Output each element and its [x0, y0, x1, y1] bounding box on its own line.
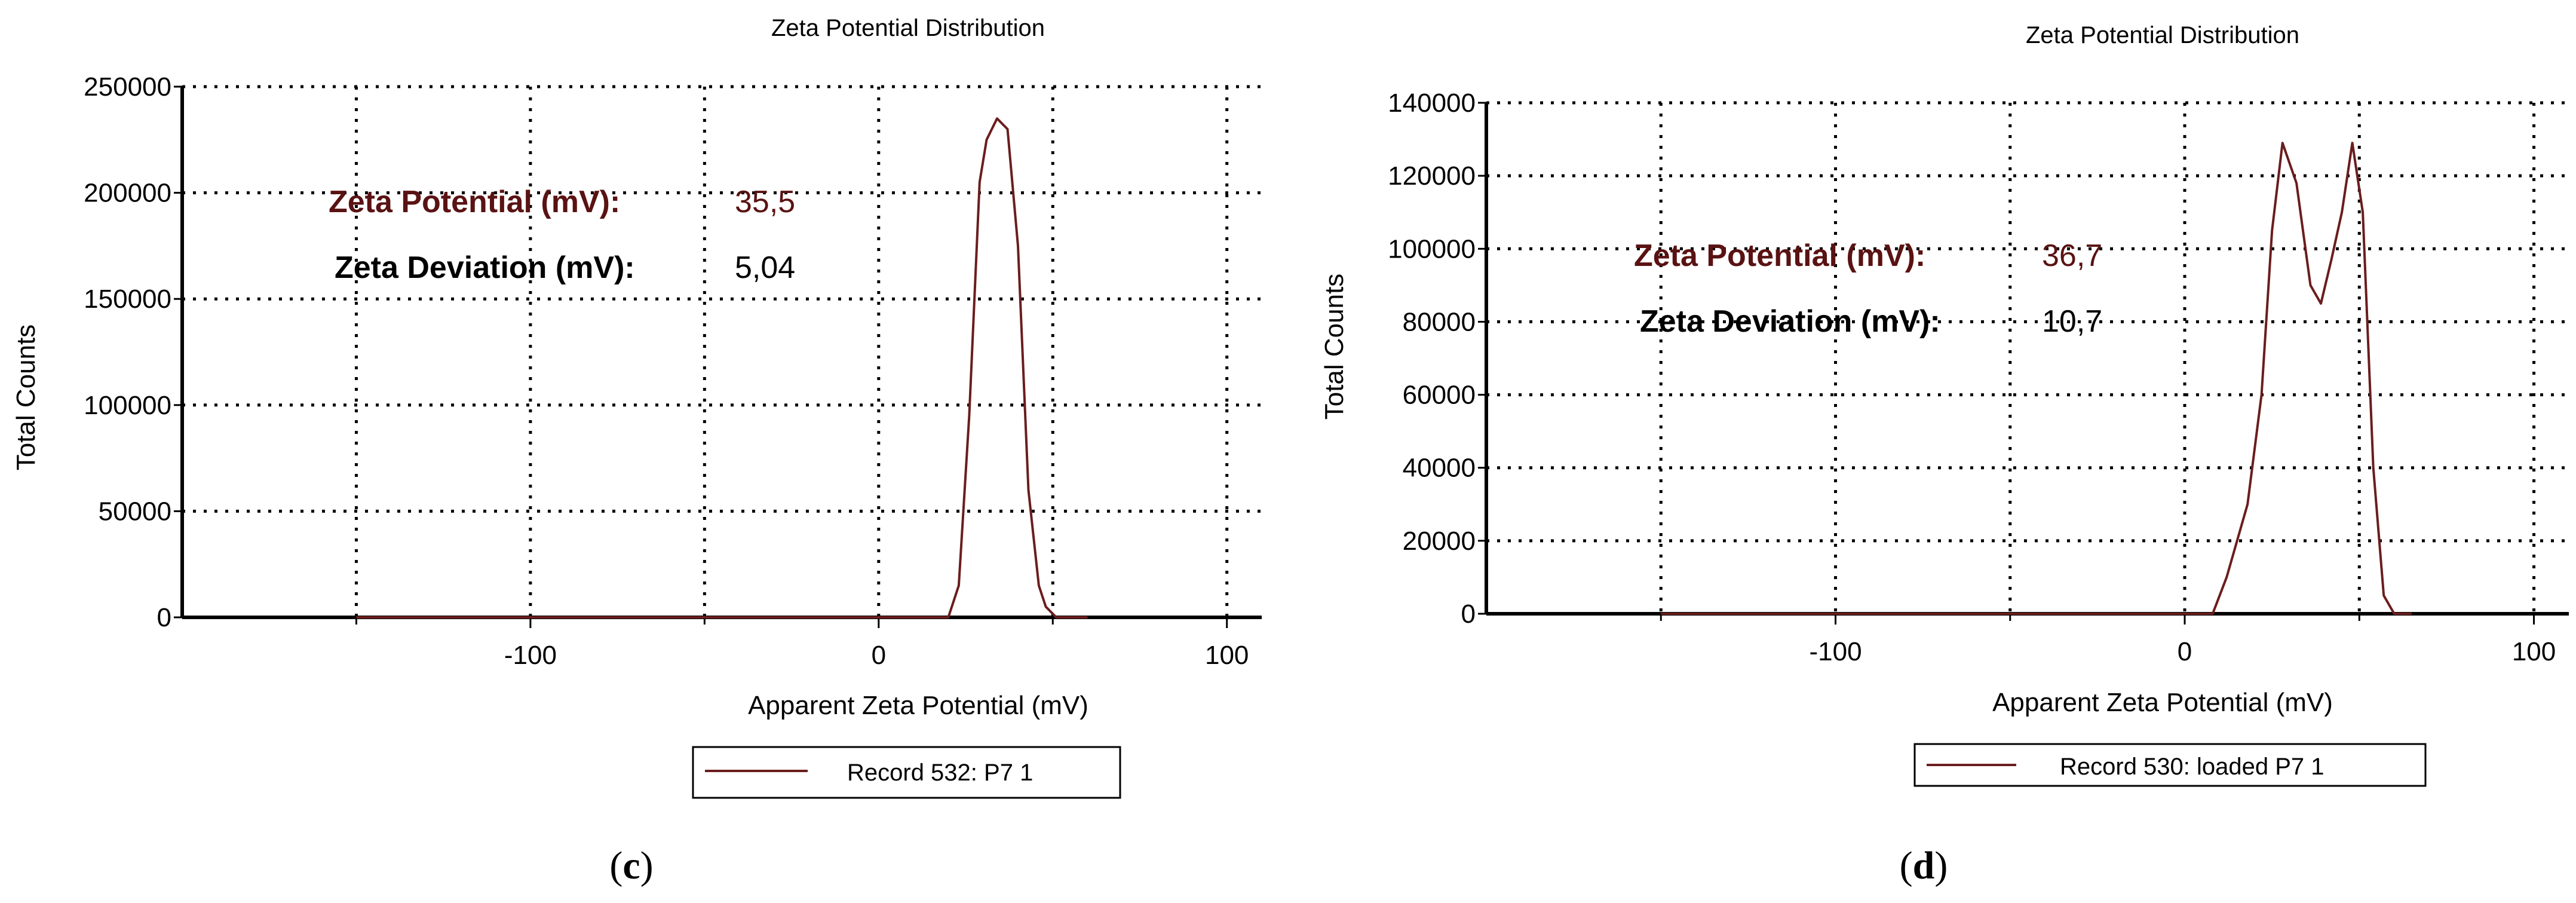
legend: Record 530: loaded P7 1	[1913, 743, 2427, 787]
y-tick-labels: 0 50000 100000 150000 200000 250000	[84, 72, 171, 632]
y-tick-label: 60000	[1403, 381, 1476, 410]
chart-title: Zeta Potential Distribution	[771, 15, 1045, 41]
caption-letter: c	[622, 844, 640, 887]
legend-box	[1913, 743, 2427, 787]
x-tick-label: 0	[872, 641, 886, 670]
caption-open-paren: (	[609, 844, 622, 887]
legend-box	[692, 746, 1121, 799]
y-axis-label: Total Counts	[11, 325, 41, 471]
y-tick-label: 20000	[1403, 527, 1476, 556]
caption-close-paren: )	[640, 844, 654, 887]
zeta-potential-value: 36,7	[2042, 238, 2102, 273]
axes	[174, 85, 1262, 628]
gridlines	[1486, 101, 2569, 614]
series-line	[356, 117, 1088, 619]
legend-label: Record 532: P7 1	[847, 760, 1033, 786]
y-tick-label: 40000	[1403, 454, 1476, 483]
chart-panel-d: Zeta Potential Distribution 0 20000 40000 6…	[1320, 22, 2569, 887]
zeta-deviation-label: Zeta Deviation (mV):	[335, 250, 635, 285]
x-axis-label: Apparent Zeta Potential (mV)	[1992, 688, 2333, 717]
zeta-deviation-label: Zeta Deviation (mV):	[1640, 304, 1940, 339]
x-tick-labels: -100 0 100	[1809, 637, 2556, 666]
y-tick-label: 250000	[84, 72, 171, 102]
caption-letter: d	[1913, 844, 1935, 887]
y-tick-label: 100000	[84, 391, 171, 420]
series-layer	[1661, 142, 2412, 615]
zeta-potential-label: Zeta Potential (mV):	[1634, 238, 1925, 273]
chart-title: Zeta Potential Distribution	[2026, 22, 2299, 48]
y-tick-label: 0	[1461, 599, 1476, 629]
x-tick-label: 100	[2512, 637, 2556, 666]
y-tick-label: 50000	[99, 497, 171, 526]
chart-panel-c: Zeta Potential Distribution 0 50000 100000…	[11, 15, 1262, 887]
y-tick-label: 140000	[1388, 88, 1476, 118]
x-tick-label: 100	[1205, 641, 1249, 670]
x-axis-label: Apparent Zeta Potential (mV)	[748, 691, 1088, 720]
panel-caption: (d)	[1900, 844, 1948, 887]
y-tick-label: 200000	[84, 179, 171, 208]
zeta-deviation-value: 10,7	[2042, 304, 2102, 339]
y-tick-labels: 0 20000 40000 60000 80000 100000 120000 140000	[1388, 88, 1476, 629]
y-tick-label: 120000	[1388, 161, 1476, 191]
zeta-potential-label: Zeta Potential (mV):	[329, 185, 620, 219]
series-layer	[356, 117, 1088, 619]
y-tick-label: 100000	[1388, 234, 1476, 264]
y-tick-label: 80000	[1403, 307, 1476, 336]
legend: Record 532: P7 1	[692, 746, 1121, 799]
y-tick-label: 0	[157, 603, 171, 632]
x-tick-label: -100	[504, 641, 557, 670]
panel-caption: (c)	[609, 844, 653, 887]
x-tick-label: 0	[2178, 637, 2192, 666]
legend-label: Record 530: loaded P7 1	[2060, 754, 2324, 780]
y-axis-label: Total Counts	[1320, 274, 1349, 420]
gridlines	[182, 85, 1262, 617]
y-tick-label: 150000	[84, 284, 171, 314]
zeta-deviation-value: 5,04	[735, 250, 795, 285]
x-tick-label: -100	[1809, 637, 1862, 666]
series-line	[1661, 142, 2412, 615]
zeta-potential-value: 35,5	[735, 185, 795, 219]
axes	[1478, 102, 2569, 625]
x-tick-labels: -100 0 100	[504, 641, 1249, 670]
caption-open-paren: (	[1900, 844, 1913, 887]
caption-close-paren: )	[1934, 844, 1948, 887]
